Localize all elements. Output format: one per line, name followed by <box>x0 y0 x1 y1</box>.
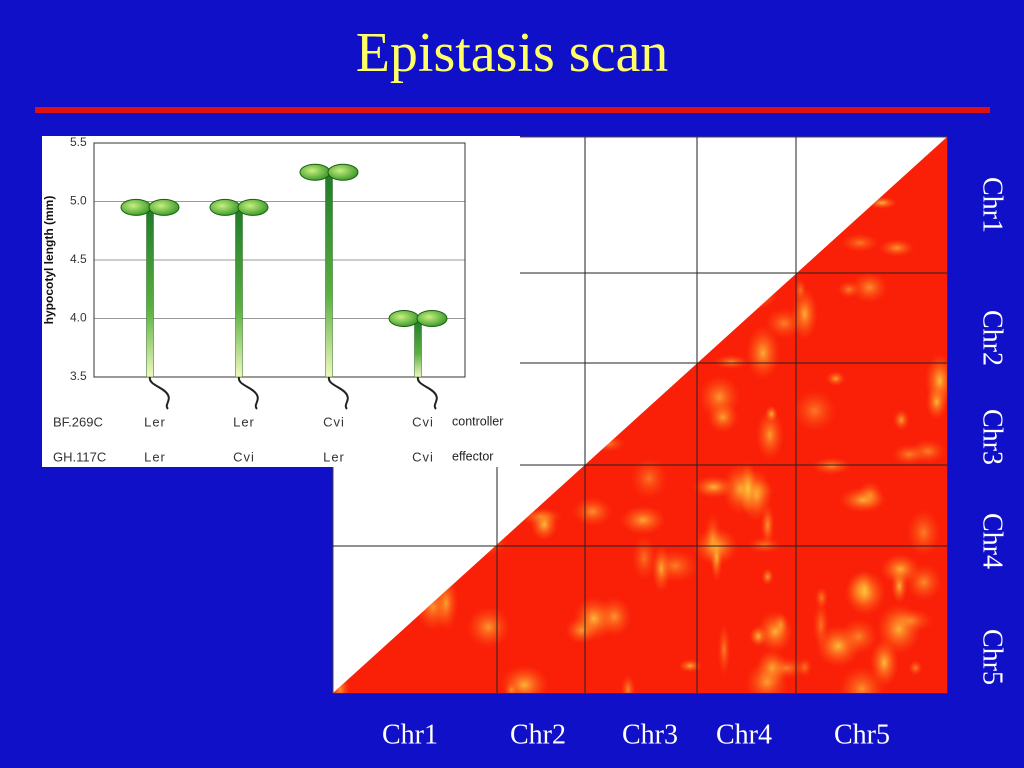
heat-spot <box>745 661 788 693</box>
heat-spot <box>631 535 657 581</box>
heat-spot <box>840 233 879 253</box>
heat-spot <box>713 354 749 370</box>
marker-label: GH.117C <box>53 449 106 464</box>
cotyledon <box>299 163 331 181</box>
cotyledon <box>237 198 269 216</box>
heat-spot <box>839 618 878 655</box>
heat-spot <box>620 674 636 693</box>
heat-spot <box>837 280 861 299</box>
y-tick-label: 4.5 <box>70 252 87 266</box>
slide-title: Epistasis scan <box>356 22 669 84</box>
root <box>148 376 170 410</box>
heat-spot <box>693 475 735 499</box>
y-chrom-label: Chr3 <box>977 409 1008 465</box>
heat-spot <box>887 608 934 633</box>
root <box>237 376 259 410</box>
heat-spot <box>651 544 671 593</box>
y-axis-label: hypocotyl length (mm) <box>42 196 56 325</box>
x-chrom-label: Chr5 <box>834 719 890 750</box>
genotype-label: Cvi <box>412 414 434 429</box>
heat-spot <box>851 271 888 303</box>
heat-spot <box>908 660 923 676</box>
cotyledon <box>120 198 152 216</box>
heat-spot <box>811 457 852 475</box>
heat-spot <box>761 568 774 586</box>
heat-spot <box>869 638 899 687</box>
heat-spot <box>879 238 915 257</box>
heat-spot <box>757 610 794 653</box>
genotype-label: Cvi <box>233 449 255 464</box>
heat-spot <box>747 536 782 554</box>
heat-spot <box>825 371 846 387</box>
x-chrom-label: Chr4 <box>716 719 772 750</box>
heat-spot <box>891 444 927 465</box>
heat-spot <box>572 496 613 527</box>
genotype-label: Ler <box>233 414 255 429</box>
heat-spot <box>466 606 511 649</box>
seedling-stem <box>414 318 422 378</box>
heat-spot <box>906 563 942 601</box>
genotype-label: Cvi <box>412 449 434 464</box>
seedling-stem <box>325 172 333 378</box>
x-chrom-label: Chr1 <box>382 719 438 750</box>
genotype-label: Ler <box>323 449 345 464</box>
y-tick-label: 4.0 <box>70 311 87 325</box>
root <box>416 376 438 410</box>
heat-spot <box>854 570 875 608</box>
cotyledon <box>148 198 180 216</box>
heat-spot <box>717 623 731 676</box>
heat-spot <box>893 409 910 431</box>
x-chrom-label: Chr3 <box>622 719 678 750</box>
heat-spot <box>839 487 887 513</box>
marker-label: BF.269C <box>53 414 103 429</box>
y-chrom-label: Chr1 <box>977 177 1008 233</box>
heat-spot <box>814 586 829 609</box>
y-tick-label: 5.0 <box>70 194 87 208</box>
heat-spot <box>678 659 702 673</box>
seedling-stem <box>235 207 243 378</box>
cotyledon <box>416 310 448 327</box>
cotyledon <box>327 163 359 181</box>
y-chrom-label: Chr5 <box>977 629 1008 685</box>
y-tick-label: 5.5 <box>70 135 87 149</box>
heat-spot <box>620 505 666 535</box>
root <box>327 376 349 410</box>
role-label: effector <box>452 449 493 463</box>
heat-spot <box>573 596 615 641</box>
plot-frame <box>93 142 466 378</box>
heat-spot <box>793 389 837 432</box>
heat-spot <box>925 384 947 420</box>
cotyledon <box>388 310 420 327</box>
genotype-label: Ler <box>144 414 166 429</box>
cotyledon <box>209 198 241 216</box>
y-tick-label: 3.5 <box>70 369 87 383</box>
seedling-stem <box>146 207 154 378</box>
heat-spot <box>707 401 739 433</box>
heat-spot <box>630 457 668 500</box>
heat-spot <box>739 461 757 515</box>
role-label: controller <box>452 414 503 428</box>
heat-spot <box>530 508 558 541</box>
heat-spot <box>906 508 941 557</box>
genotype-label: Ler <box>144 449 166 464</box>
inset-panel <box>42 136 520 467</box>
x-chrom-label: Chr2 <box>510 719 566 750</box>
title-rule <box>35 107 990 113</box>
y-chrom-label: Chr2 <box>977 310 1008 366</box>
heat-spot <box>504 681 519 693</box>
genotype-label: Cvi <box>323 414 345 429</box>
heat-spot <box>745 325 781 380</box>
heat-spot <box>797 657 813 678</box>
y-chrom-label: Chr4 <box>977 513 1008 569</box>
heat-spot <box>791 287 818 340</box>
heat-spot <box>755 409 784 461</box>
heat-spot <box>703 512 722 564</box>
heat-spot <box>500 665 549 693</box>
